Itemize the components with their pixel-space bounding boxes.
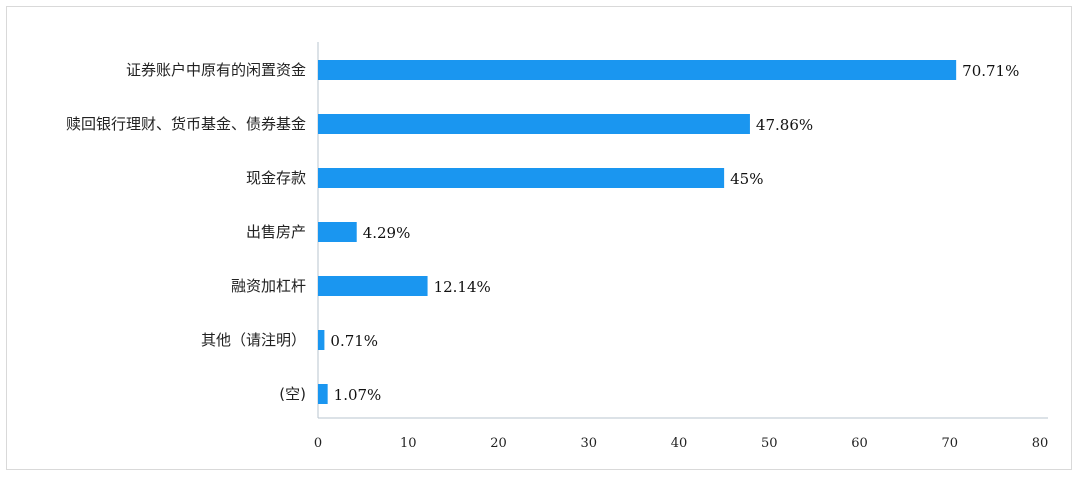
category-label-2: 现金存款 (246, 169, 306, 187)
value-label-2: 45% (730, 170, 763, 188)
x-tick-label-1: 10 (400, 436, 417, 451)
category-label-4: 融资加杠杆 (231, 277, 306, 295)
category-label-6: (空) (279, 385, 306, 403)
chart-frame (6, 6, 1072, 470)
bar-3 (318, 222, 357, 242)
bar-6 (318, 384, 328, 404)
category-label-1: 赎回银行理财、货币基金、债券基金 (66, 115, 306, 133)
x-tick-label-3: 30 (580, 436, 597, 451)
category-label-5: 其他（请注明） (201, 331, 306, 349)
value-labels-group: 70.71% 47.86% 45% 4.29% 12.14% 0.71% 1.07% (330, 62, 1019, 404)
x-tick-label-4: 40 (671, 436, 688, 451)
category-labels-group: 证券账户中原有的闲置资金赎回银行理财、货币基金、债券基金现金存款出售房产融资加杠… (66, 61, 306, 403)
bar-2 (318, 168, 725, 188)
x-ticks-group: 0 10 20 30 40 50 60 70 80 (314, 436, 1048, 451)
bars-group (318, 60, 957, 404)
value-label-1: 47.86% (756, 116, 813, 134)
value-label-6: 1.07% (334, 386, 382, 404)
x-tick-label-7: 70 (941, 436, 958, 451)
value-label-0: 70.71% (962, 62, 1019, 80)
x-tick-label-8: 80 (1032, 436, 1049, 451)
bar-1 (318, 114, 750, 134)
x-tick-label-5: 50 (761, 436, 778, 451)
bar-4 (318, 276, 428, 296)
value-label-4: 12.14% (434, 278, 491, 296)
value-label-5: 0.71% (330, 332, 378, 350)
category-label-3: 出售房产 (246, 223, 306, 241)
value-label-3: 4.29% (363, 224, 411, 242)
x-tick-label-6: 60 (851, 436, 868, 451)
x-tick-label-2: 20 (490, 436, 507, 451)
bar-5 (318, 330, 325, 350)
category-label-0: 证券账户中原有的闲置资金 (126, 61, 306, 79)
x-tick-label-0: 0 (314, 436, 322, 451)
bar-0 (318, 60, 957, 80)
